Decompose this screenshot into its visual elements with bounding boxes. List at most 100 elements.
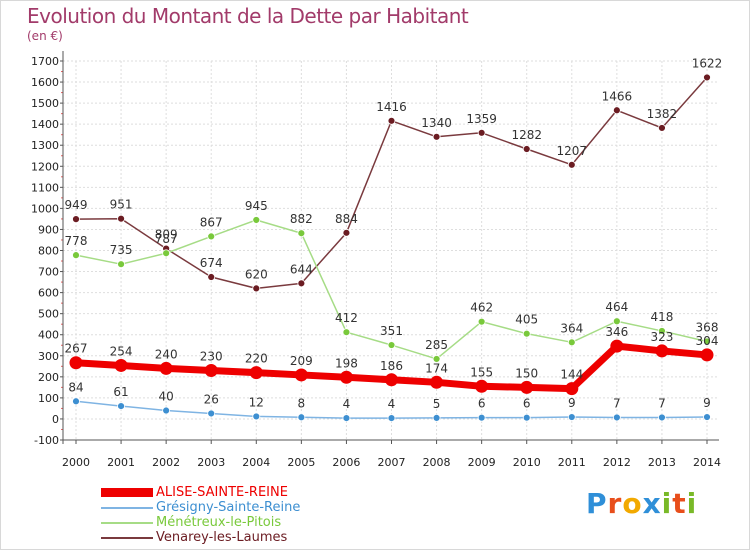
data-label-gresigny-sainte-reine: 7 [613, 396, 621, 410]
point-venarey-les-laumes [432, 132, 441, 141]
data-label-alise-sainte-reine: 230 [200, 350, 223, 364]
y-tick-label: 1400 [31, 118, 59, 131]
point-menetreux-le-pitois [72, 251, 80, 260]
data-label-gresigny-sainte-reine: 4 [388, 397, 396, 411]
point-gresigny-sainte-reine [297, 413, 306, 422]
data-label-menetreux-le-pitois: 735 [110, 243, 133, 257]
data-label-alise-sainte-reine: 240 [155, 347, 178, 361]
data-label-alise-sainte-reine: 198 [335, 356, 358, 370]
point-venarey-les-laumes [297, 279, 306, 288]
legend-label: Venarey-les-Laumes [156, 530, 288, 545]
y-tick-label: 1200 [31, 160, 59, 173]
data-label-alise-sainte-reine: 323 [650, 330, 673, 344]
data-label-alise-sainte-reine: 220 [245, 352, 268, 366]
point-venarey-les-laumes [72, 215, 80, 224]
point-alise-sainte-reine [294, 368, 308, 382]
point-venarey-les-laumes [342, 228, 351, 237]
point-gresigny-sainte-reine [117, 402, 125, 411]
data-label-gresigny-sainte-reine: 40 [159, 390, 174, 404]
data-label-menetreux-le-pitois: 368 [696, 320, 719, 334]
point-venarey-les-laumes [703, 73, 711, 82]
data-label-alise-sainte-reine: 304 [696, 334, 719, 348]
y-tick-label: 900 [38, 223, 59, 236]
data-label-venarey-les-laumes: 620 [245, 267, 268, 281]
data-label-gresigny-sainte-reine: 12 [249, 395, 264, 409]
point-gresigny-sainte-reine [477, 413, 486, 422]
y-tick-label: 100 [38, 392, 59, 405]
x-tick-label: 2010 [513, 456, 541, 469]
x-tick-labels: 2000 2001 2002 2003 2004 2005 2006 2007 2008 2009… [62, 456, 721, 469]
point-menetreux-le-pitois [342, 328, 351, 337]
proxiti-logo: Proxiti [586, 487, 697, 520]
x-tick-label: 2006 [332, 456, 360, 469]
point-menetreux-le-pitois [612, 317, 621, 326]
data-label-gresigny-sainte-reine: 6 [523, 397, 531, 411]
point-gresigny-sainte-reine [162, 406, 171, 415]
data-label-venarey-les-laumes: 674 [200, 256, 223, 270]
data-label-alise-sainte-reine: 267 [65, 342, 88, 356]
point-venarey-les-laumes [207, 273, 216, 281]
y-tick-labels: -100 0 100 200 300 400 500 600 700 800 900 1000 1100… [31, 55, 59, 447]
logo-letter: o [622, 487, 643, 520]
data-label-alise-sainte-reine: 186 [380, 359, 403, 373]
legend-swatch [101, 522, 153, 524]
y-tick-label: 0 [52, 413, 59, 426]
point-menetreux-le-pitois [658, 327, 666, 335]
x-tick-label: 2008 [423, 456, 451, 469]
y-tick-label: 1700 [31, 55, 59, 68]
x-tick-label: 2005 [287, 456, 315, 469]
data-label-menetreux-le-pitois: 462 [470, 301, 493, 315]
data-label-menetreux-le-pitois: 945 [245, 199, 268, 213]
chart-subtitle: (en €) [27, 29, 63, 43]
point-venarey-les-laumes [252, 284, 261, 293]
data-label-alise-sainte-reine: 346 [605, 325, 628, 339]
point-alise-sainte-reine [565, 382, 579, 396]
x-tick-label: 2001 [107, 456, 135, 469]
point-alise-sainte-reine [385, 373, 398, 387]
x-tick-label: 2009 [468, 456, 496, 469]
data-label-gresigny-sainte-reine: 7 [658, 396, 666, 410]
point-venarey-les-laumes [117, 214, 125, 223]
data-label-menetreux-le-pitois: 787 [155, 232, 178, 246]
point-alise-sainte-reine [114, 358, 128, 372]
point-menetreux-le-pitois [703, 337, 711, 346]
logo-letter: i [661, 487, 673, 520]
data-label-venarey-les-laumes: 1359 [466, 112, 497, 126]
data-label-menetreux-le-pitois: 464 [605, 300, 628, 314]
data-label-alise-sainte-reine: 150 [515, 366, 538, 380]
y-tick-label: -100 [34, 434, 59, 447]
data-label-gresigny-sainte-reine: 5 [433, 397, 441, 411]
data-label-gresigny-sainte-reine: 26 [204, 392, 219, 406]
logo-letter: P [586, 487, 608, 520]
point-menetreux-le-pitois [567, 338, 576, 347]
point-alise-sainte-reine [610, 339, 624, 353]
point-alise-sainte-reine [700, 348, 714, 362]
data-label-gresigny-sainte-reine: 8 [298, 396, 306, 410]
y-tick-label: 300 [38, 350, 59, 363]
point-menetreux-le-pitois [387, 341, 396, 349]
point-alise-sainte-reine [475, 379, 489, 393]
legend-swatch [101, 507, 153, 509]
data-label-menetreux-le-pitois: 405 [515, 313, 538, 327]
point-menetreux-le-pitois [162, 249, 171, 258]
point-alise-sainte-reine [520, 380, 534, 394]
point-gresigny-sainte-reine [252, 412, 261, 421]
data-label-venarey-les-laumes: 1340 [421, 116, 452, 130]
data-label-menetreux-le-pitois: 867 [200, 215, 223, 229]
data-label-gresigny-sainte-reine: 9 [703, 396, 711, 410]
x-tick-label: 2003 [197, 456, 225, 469]
data-label-venarey-les-laumes: 884 [335, 212, 358, 226]
data-label-venarey-les-laumes: 1466 [602, 89, 633, 103]
point-menetreux-le-pitois [297, 229, 306, 238]
data-label-menetreux-le-pitois: 351 [380, 324, 403, 338]
data-label-menetreux-le-pitois: 778 [65, 234, 88, 248]
point-menetreux-le-pitois [477, 317, 486, 326]
point-alise-sainte-reine [204, 364, 218, 378]
y-tick-label: 1000 [31, 202, 59, 215]
point-alise-sainte-reine [655, 344, 669, 358]
legend-label: Ménétreux-le-Pitois [156, 515, 282, 530]
data-label-venarey-les-laumes: 809 [155, 228, 178, 242]
data-label-venarey-les-laumes: 951 [110, 198, 133, 212]
point-alise-sainte-reine [159, 361, 173, 375]
